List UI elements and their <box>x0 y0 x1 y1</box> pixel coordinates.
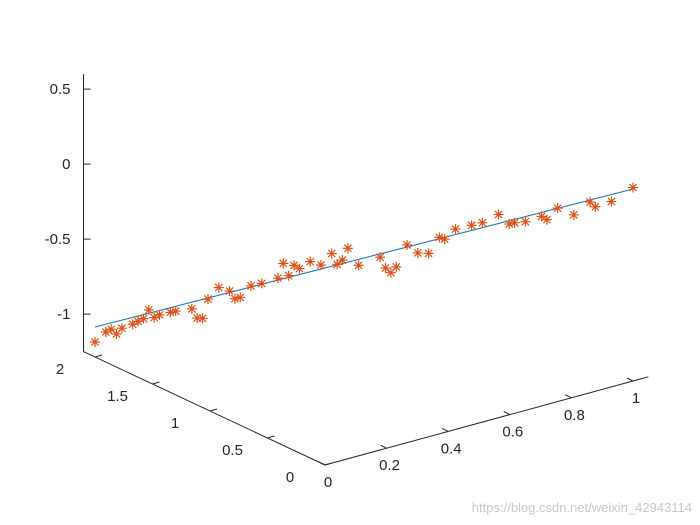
data-point-marker <box>439 234 450 245</box>
watermark-text: https://blog.csdn.net/weixin_42943114 <box>471 500 692 515</box>
y-tick-label: 1.5 <box>107 388 128 405</box>
data-point-marker <box>106 324 117 335</box>
data-point-marker <box>133 316 144 327</box>
z-tick-label: 0.5 <box>50 81 71 98</box>
data-point-marker <box>224 286 235 296</box>
series-group <box>90 182 638 347</box>
data-point-marker <box>170 306 181 317</box>
data-point-marker <box>477 217 488 228</box>
data-point-marker <box>568 209 579 220</box>
data-point-marker <box>278 258 289 269</box>
data-point-marker <box>353 260 364 271</box>
y-tick <box>324 462 333 466</box>
data-point-marker <box>450 224 461 235</box>
y-tick <box>267 435 275 439</box>
data-point-marker <box>289 260 300 271</box>
data-point-marker <box>246 280 257 291</box>
data-point-marker <box>315 260 326 271</box>
data-point-marker <box>127 319 138 330</box>
data-point-marker <box>337 255 348 266</box>
data-point-marker <box>326 248 337 259</box>
fit-line <box>94 188 634 328</box>
data-point-marker <box>100 326 111 337</box>
y-tick-label: 0.5 <box>222 442 243 459</box>
data-point-marker <box>552 203 563 214</box>
x-tick-label: 0 <box>324 474 332 491</box>
x-tick-label: 0.6 <box>502 424 523 441</box>
x-axis-line <box>324 376 649 466</box>
data-point-marker <box>294 263 305 274</box>
data-point-marker <box>213 282 224 293</box>
data-point-marker <box>412 247 423 258</box>
y-tick <box>94 354 103 358</box>
data-point-marker <box>493 209 504 220</box>
data-point-marker <box>305 256 316 267</box>
y-tick-label: 0 <box>286 469 294 486</box>
data-point-marker <box>272 273 283 284</box>
data-point-marker <box>332 259 343 270</box>
x-tick-label: 0.8 <box>564 407 585 424</box>
data-point-marker <box>143 304 154 315</box>
x-tick-label: 0.4 <box>441 440 462 457</box>
tick-label-group: 0 0.2 0.4 0.6 0.8 1 0 0.5 1 1.5 2 -1 -0.5 0 0.5 <box>45 81 641 491</box>
y-axis-line <box>83 351 326 466</box>
x-tick-label: 0.2 <box>379 457 400 474</box>
data-point-marker <box>116 323 127 334</box>
data-point-marker <box>606 196 617 207</box>
y-tick-label: 1 <box>171 415 179 432</box>
z-tick-label: 0 <box>62 156 70 173</box>
data-point-marker <box>509 217 520 228</box>
data-point-marker <box>342 243 353 254</box>
data-point-marker <box>466 220 477 231</box>
x-tick <box>380 444 387 449</box>
data-point-marker <box>256 278 267 289</box>
data-point-marker <box>138 313 149 324</box>
y-tick <box>152 381 160 385</box>
data-point-marker <box>541 214 552 225</box>
data-point-marker <box>590 201 601 212</box>
axes-group <box>83 74 649 466</box>
x-tick <box>565 394 572 399</box>
data-point-marker <box>154 309 165 320</box>
z-tick-label: -0.5 <box>45 231 71 248</box>
y-tick <box>209 408 218 412</box>
data-point-marker <box>520 216 531 227</box>
x-tick <box>441 427 449 432</box>
data-point-marker <box>423 248 434 259</box>
data-point-marker <box>283 270 294 281</box>
x-tick <box>318 461 326 466</box>
data-point-marker <box>402 239 413 250</box>
data-point-marker <box>536 211 547 222</box>
z-tick-label: -1 <box>57 306 70 323</box>
data-point-marker <box>197 313 208 324</box>
data-point-marker <box>628 182 638 193</box>
data-point-marker <box>391 261 402 272</box>
x-tick <box>503 411 511 416</box>
data-point-marker <box>235 292 246 303</box>
data-point-marker <box>186 303 197 314</box>
data-point-marker <box>375 252 386 263</box>
data-point-marker <box>90 337 100 347</box>
data-point-marker <box>149 312 160 323</box>
y-tick-label: 2 <box>56 361 64 378</box>
x-tick <box>626 377 634 382</box>
data-point-marker <box>202 294 213 305</box>
x-tick-label: 1 <box>632 390 640 407</box>
